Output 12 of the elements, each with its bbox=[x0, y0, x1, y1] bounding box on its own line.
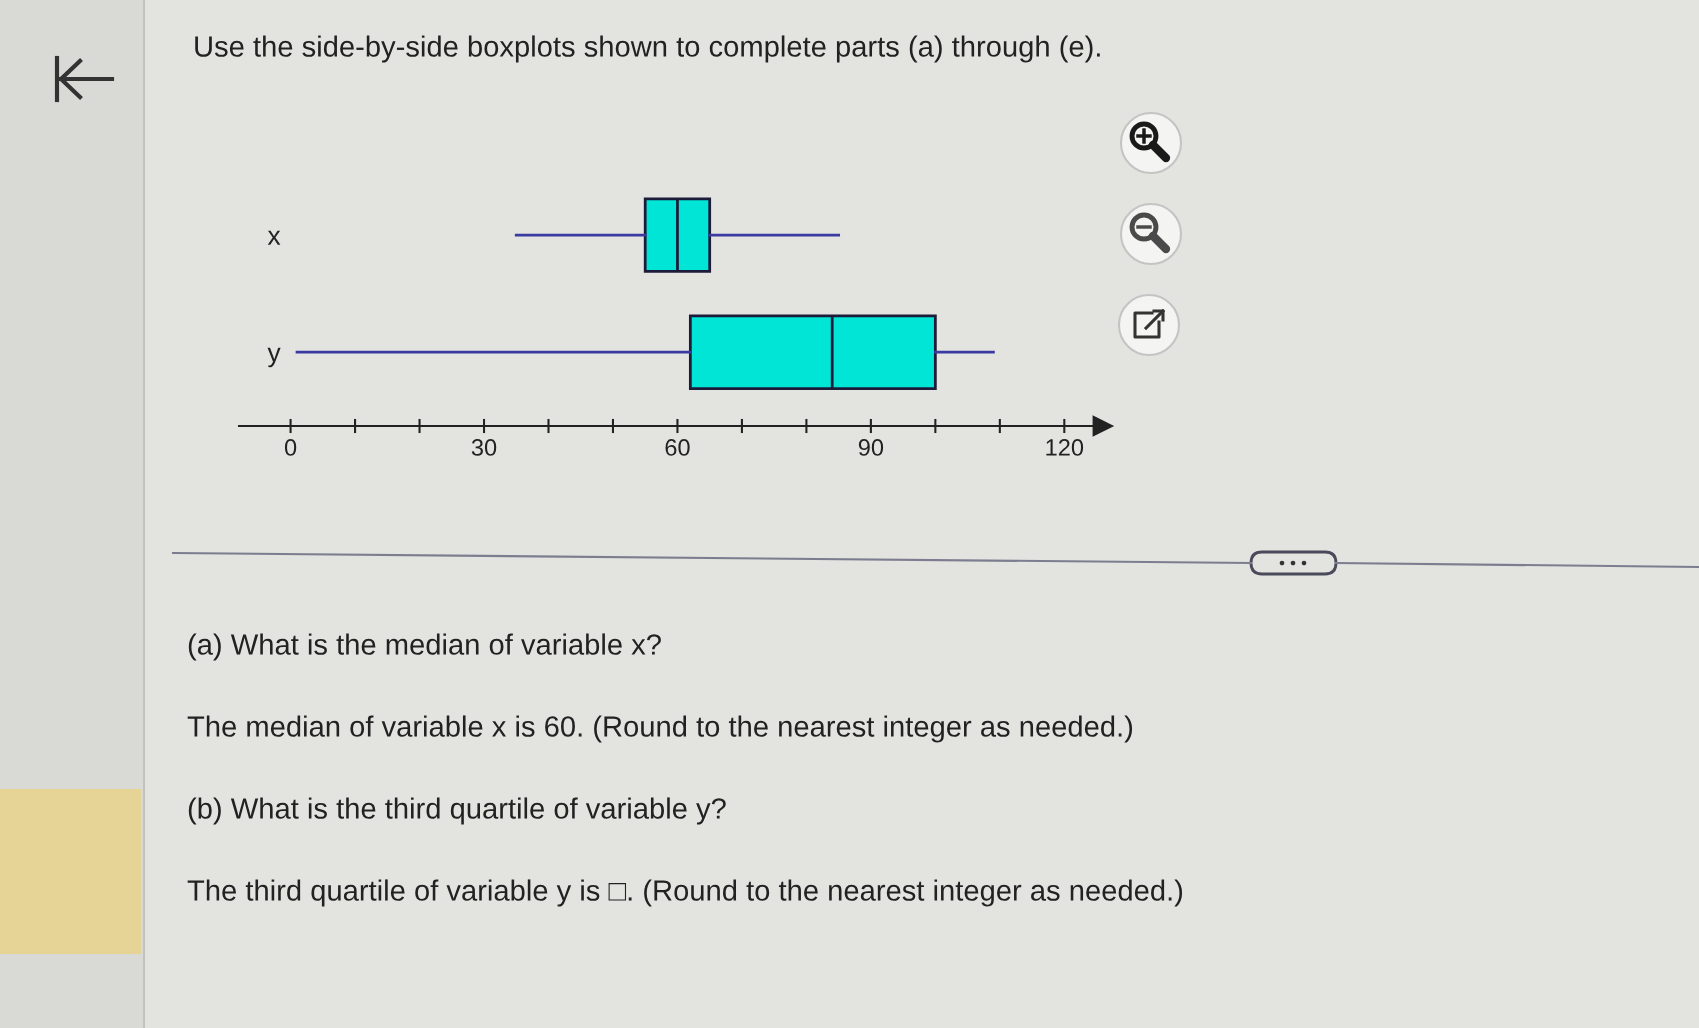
y-tick-label: y bbox=[267, 347, 281, 368]
chart-title: Use the side-by-side boxplots shown to complete parts (a) through (e). bbox=[195, 35, 1100, 63]
text: The median of variable x is 60. (Round to the nearest integer as needed.) bbox=[187, 715, 1133, 743]
x-tick-label: 0 bbox=[284, 439, 297, 456]
x-tick-label: 120 bbox=[1046, 439, 1084, 456]
x-tick-label: 90 bbox=[858, 439, 884, 456]
y-tick-label: x bbox=[267, 230, 281, 245]
text: (b) What is the third quartile of variable y? bbox=[188, 797, 726, 825]
x-tick-label: 60 bbox=[665, 439, 690, 456]
text: (a) What is the median of variable x? bbox=[188, 633, 661, 661]
x-tick-label: 30 bbox=[471, 439, 497, 456]
text: The third quartile of variable y is □. (Round to the nearest integer as needed.) bbox=[187, 879, 1183, 907]
